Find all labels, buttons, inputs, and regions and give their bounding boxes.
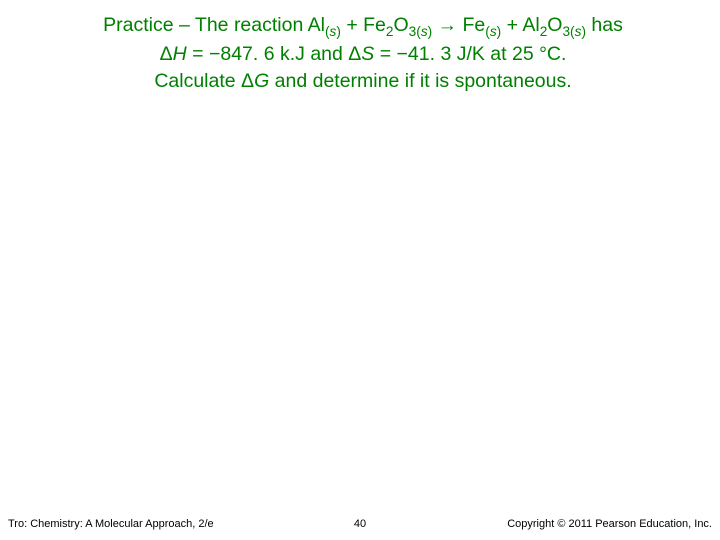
- footer-copyright: Copyright © 2011 Pearson Education, Inc.: [507, 518, 712, 530]
- t: + Al: [501, 14, 540, 36]
- sub: 3(s): [409, 24, 433, 39]
- practice-problem: Practice – The reaction Al(s) + Fe2O3(s)…: [36, 12, 690, 94]
- t: Δ: [160, 43, 173, 65]
- footer: Tro: Chemistry: A Molecular Approach, 2/…: [8, 518, 712, 530]
- t: 3(: [562, 24, 574, 39]
- t: Calculate Δ: [154, 70, 254, 92]
- t: s: [421, 24, 428, 39]
- sub: 2: [386, 24, 394, 39]
- t: H: [173, 43, 187, 65]
- problem-text: Practice – The reaction Al(s) + Fe2O3(s)…: [103, 14, 623, 92]
- t: O: [394, 14, 409, 36]
- t: S: [361, 43, 374, 65]
- t: O: [547, 14, 562, 36]
- t: and determine if it is spontaneous.: [269, 70, 571, 92]
- slide: Practice – The reaction Al(s) + Fe2O3(s)…: [0, 0, 720, 540]
- t: s: [490, 24, 497, 39]
- t: has: [586, 14, 623, 36]
- t: + Fe: [341, 14, 386, 36]
- t: 3(: [409, 24, 421, 39]
- footer-left: Tro: Chemistry: A Molecular Approach, 2/…: [8, 518, 214, 530]
- sub: (s): [485, 24, 501, 39]
- sub: 3(s): [562, 24, 586, 39]
- t: = −41. 3 J/K at 25 °C.: [374, 43, 566, 65]
- t: = −847. 6 k.J and Δ: [187, 43, 362, 65]
- footer-page-number: 40: [354, 518, 366, 530]
- sub: (s): [325, 24, 341, 39]
- t: → Fe: [432, 14, 485, 36]
- t: G: [254, 70, 269, 92]
- t: Practice – The reaction Al: [103, 14, 325, 36]
